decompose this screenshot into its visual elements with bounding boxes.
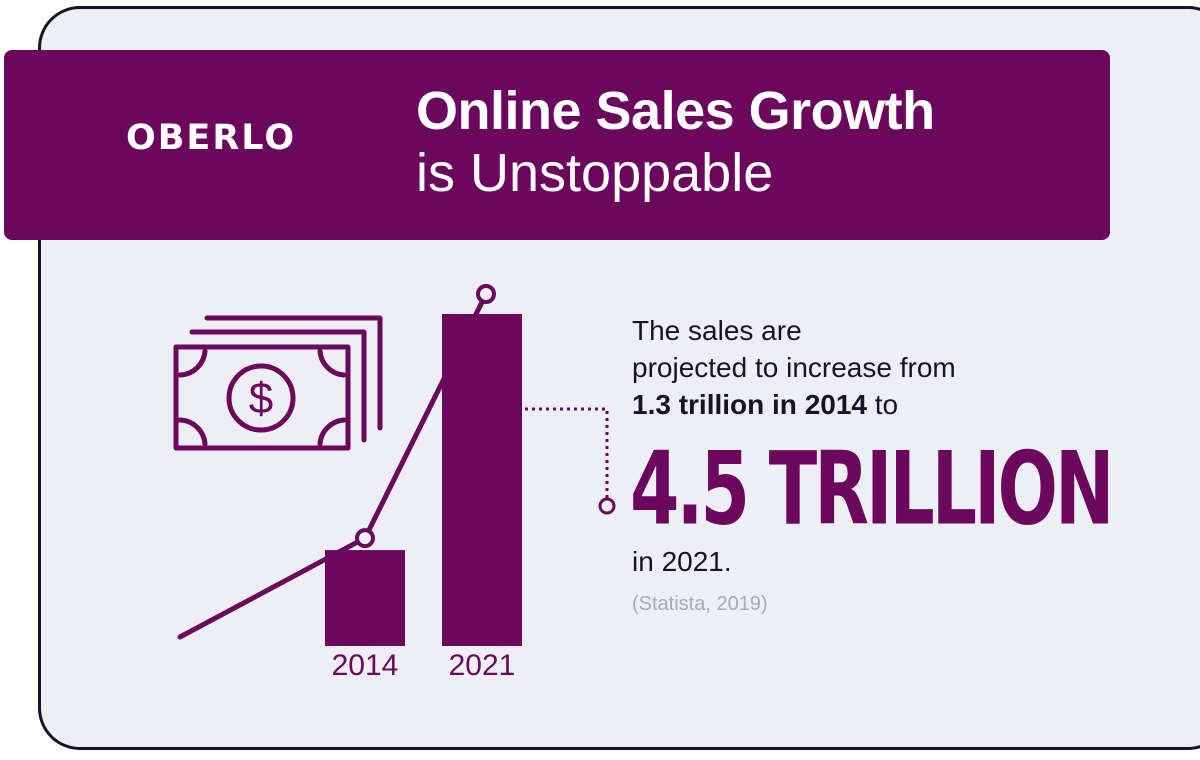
description-text: The sales are projected to increase from… — [632, 312, 956, 423]
header-banner — [4, 50, 1110, 240]
connector-end-marker — [598, 497, 616, 515]
x-tick-2014: 2014 — [332, 649, 399, 682]
bar-2014 — [325, 550, 405, 646]
bar-2021 — [442, 314, 522, 646]
title-line-2: is Unstoppable — [416, 143, 774, 203]
x-tick-2021: 2021 — [449, 649, 516, 682]
description-line-3-rest: to — [866, 389, 899, 420]
title-line-1: Online Sales Growth — [416, 81, 935, 141]
source-citation: (Statista, 2019) — [632, 593, 768, 615]
description-line-2: projected to increase from — [632, 352, 956, 383]
description-line-1: The sales are — [632, 315, 802, 346]
point-marker-2021 — [476, 284, 496, 304]
brand-logo: OBERLO — [126, 118, 297, 158]
point-marker-2014 — [355, 528, 375, 549]
money-stack-icon: $ — [173, 315, 383, 451]
dollar-icon — [226, 363, 296, 433]
dotted-connector — [525, 407, 609, 498]
page-title: Online Sales Growth is Unstoppable — [416, 80, 935, 204]
svg-text:$: $ — [249, 374, 273, 423]
year-text: in 2021. — [632, 546, 732, 577]
description-highlight: 1.3 trillion in 2014 — [632, 389, 867, 420]
headline-value: 4.5 TRILLION — [630, 430, 1114, 548]
